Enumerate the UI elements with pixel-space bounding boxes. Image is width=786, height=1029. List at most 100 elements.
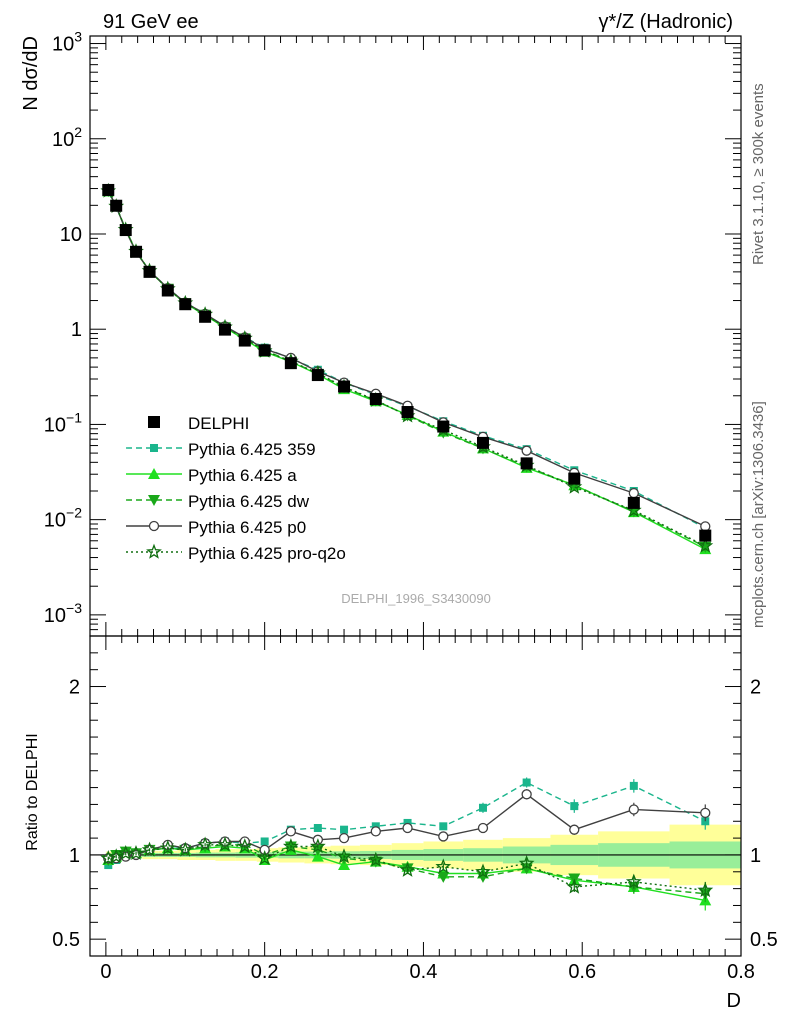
ratio-point-pythia-6-425-359 — [260, 837, 269, 846]
ratio-point-pythia-6-425-pro-q2o — [336, 848, 352, 864]
main-point-delphi — [568, 472, 581, 485]
ratio-point-pythia-6-425-p0 — [569, 824, 580, 835]
legend-label-pythia-6-425-pro-q2o: Pythia 6.425 pro-q2o — [188, 544, 346, 563]
main-point-delphi — [102, 183, 115, 196]
ratio-point-pythia-6-425-p0 — [438, 831, 449, 842]
ratio-point-pythia-6-425-p0 — [402, 822, 413, 834]
ratio-point-pythia-6-425-pro-q2o — [197, 836, 214, 852]
main-point-pythia-6-425-pro-q2o — [697, 537, 714, 553]
main-y-tick-label: 103 — [52, 29, 82, 56]
ratio-point-pythia-6-425-pro-q2o — [128, 845, 144, 860]
main-y-tick-label: 10 — [60, 224, 82, 246]
ratio-y-tick-label-right: 0.5 — [750, 929, 778, 951]
ratio-point-pythia-6-425-359 — [570, 802, 579, 811]
x-tick-label: 0.8 — [727, 961, 755, 983]
ratio-point-pythia-6-425-pro-q2o — [697, 881, 714, 898]
ratio-point-pythia-6-425-p0 — [285, 826, 297, 837]
ratio-point-pythia-6-425-pro-q2o — [367, 851, 384, 867]
ratio-point-pythia-6-425-pro-q2o — [566, 878, 583, 894]
x-tick-label: 0 — [100, 961, 111, 983]
main-point-pythia-6-425-dw — [699, 541, 712, 553]
ratio-point-pythia-6-425-pro-q2o — [108, 848, 125, 864]
x-tick-label: 0.6 — [568, 961, 596, 983]
ratio-point-pythia-6-425-pro-q2o — [518, 855, 535, 871]
ratio-point-pythia-6-425-p0 — [259, 844, 270, 856]
main-point-delphi — [161, 284, 174, 297]
ratio-line-pythia-6-425-p0 — [108, 793, 706, 859]
main-point-delphi — [238, 334, 251, 347]
main-point-pythia-6-425-p0 — [700, 521, 711, 532]
legend-marker-delphi — [148, 416, 160, 428]
header-right: γ*/Z (Hadronic) — [599, 11, 733, 33]
ratio-point-pythia-6-425-p0 — [370, 826, 381, 837]
ratio-point-pythia-6-425-pro-q2o — [309, 838, 326, 854]
legend-label-pythia-6-425-a: Pythia 6.425 a — [188, 466, 297, 485]
main-point-delphi — [258, 344, 271, 357]
main-point-delphi — [143, 265, 156, 278]
ratio-point-pythia-6-425-pro-q2o — [435, 858, 452, 874]
main-point-delphi — [476, 436, 489, 449]
main-y-tick-label: 10−3 — [44, 600, 82, 627]
ratio-point-pythia-6-425-pro-q2o — [625, 873, 642, 889]
analysis-id-label: DELPHI_1996_S3430090 — [341, 591, 491, 606]
ratio-point-pythia-6-425-pro-q2o — [282, 838, 299, 854]
legend-marker-pythia-6-425-359 — [150, 444, 158, 452]
legend-label-pythia-6-425-p0: Pythia 6.425 p0 — [188, 518, 306, 537]
main-point-delphi — [627, 496, 640, 509]
ratio-point-pythia-6-425-p0 — [477, 822, 489, 834]
main-point-delphi — [437, 420, 450, 433]
ratio-point-pythia-6-425-a — [338, 859, 351, 871]
x-tick-label: 0.4 — [410, 961, 438, 983]
ratio-point-pythia-6-425-pro-q2o — [141, 841, 158, 857]
main-point-pythia-6-425-pro-q2o — [566, 478, 583, 494]
ratio-line-pythia-6-425-359 — [107, 781, 706, 866]
ratio-point-pythia-6-425-dw — [437, 871, 450, 883]
ratio-point-pythia-6-425-pro-q2o — [177, 841, 194, 857]
ratio-point-pythia-6-425-359 — [629, 781, 638, 790]
ratio-panel-frame — [89, 635, 742, 957]
rivet-label: Rivet 3.1.10, ≥ 300k events — [750, 83, 767, 265]
ratio-y-tick-label-right: 1 — [750, 845, 761, 867]
x-axis-label: D — [727, 990, 741, 1012]
x-tick-label: 0.2 — [251, 961, 279, 983]
legend-label-pythia-6-425-dw: Pythia 6.425 dw — [188, 492, 310, 511]
mcplots-label: mcplots.cern.ch [arXiv:1306.3436] — [750, 401, 767, 628]
ratio-point-pythia-6-425-359 — [439, 822, 448, 831]
main-point-delphi — [284, 357, 297, 370]
main-point-pythia-6-425-p0 — [521, 445, 532, 456]
main-point-delphi — [311, 369, 324, 382]
main-point-delphi — [401, 406, 414, 419]
main-point-delphi — [130, 245, 143, 258]
main-y-tick-label: 102 — [52, 124, 82, 151]
ratio-y-tick-label-left: 0.5 — [52, 929, 80, 951]
ratio-point-pythia-6-425-p0 — [700, 807, 711, 818]
ratio-point-pythia-6-425-359 — [340, 825, 349, 834]
main-point-delphi — [119, 224, 132, 237]
legend-label-delphi: DELPHI — [188, 414, 249, 433]
ratio-point-pythia-6-425-p0 — [338, 832, 350, 844]
main-ylabel: N dσ/dD — [20, 36, 42, 111]
ratio-y-tick-label-left: 2 — [69, 677, 80, 699]
legend-marker-pythia-6-425-a — [148, 468, 160, 479]
ratio-point-pythia-6-425-p0 — [521, 789, 532, 800]
main-y-tick-label: 10−1 — [44, 409, 82, 436]
main-point-delphi — [699, 529, 712, 542]
main-y-tick-label: 1 — [71, 319, 82, 341]
ratio-point-pythia-6-425-p0 — [628, 804, 639, 815]
main-point-delphi — [520, 457, 533, 470]
main-y-tick-label: 10−2 — [44, 505, 82, 532]
main-point-delphi — [369, 392, 382, 405]
ratio-point-pythia-6-425-pro-q2o — [256, 849, 273, 866]
legend-marker-pythia-6-425-pro-q2o — [146, 543, 162, 559]
legend-marker-pythia-6-425-p0 — [148, 520, 160, 532]
ratio-point-pythia-6-425-pro-q2o — [399, 861, 416, 877]
ratio-point-pythia-6-425-pro-q2o — [159, 839, 176, 855]
ratio-point-pythia-6-425-359 — [313, 824, 322, 832]
main-point-delphi — [338, 380, 351, 393]
main-point-pythia-6-425-p0 — [628, 487, 639, 499]
ratio-point-pythia-6-425-359 — [522, 778, 531, 787]
ratio-point-pythia-6-425-pro-q2o — [475, 863, 491, 879]
main-point-delphi — [179, 298, 192, 311]
main-point-delphi — [218, 323, 231, 336]
